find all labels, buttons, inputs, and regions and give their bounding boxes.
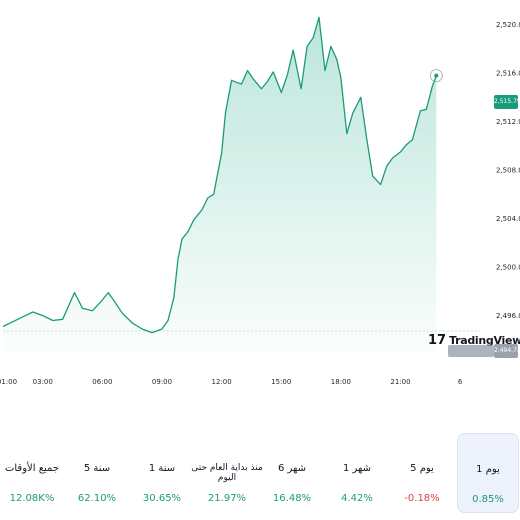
y-tick-label: 2,500.00: [496, 264, 520, 272]
y-tick-label: 2,496.00: [496, 312, 520, 320]
period-button[interactable]: 1 يوم 0.85%: [457, 433, 519, 513]
price-area-fill: [3, 17, 437, 353]
period-change-value: -0.18%: [404, 493, 440, 504]
period-label: 6 شهر: [277, 463, 307, 474]
base-price-badge: 2,494.73: [494, 344, 520, 358]
period-button[interactable]: 5 سنة 62.10%: [67, 433, 127, 511]
tradingview-logo-text: TradingView: [449, 333, 520, 347]
tradingview-logo-mark: 17: [428, 332, 447, 348]
y-tick-label: 2,508.00: [496, 167, 520, 175]
period-button[interactable]: 5 يوم -0.18%: [392, 433, 452, 511]
x-tick-label: 18:00: [331, 378, 351, 386]
period-selector: 1 يوم 0.85% 5 يوم -0.18% 1 شهر 4.42% 6 شهر 16.4…: [0, 425, 520, 520]
x-tick-label: 03:00: [33, 378, 53, 386]
y-tick-label: 2,504.00: [496, 215, 520, 223]
period-button[interactable]: منذ بداية العام حتى اليوم 21.97%: [191, 433, 263, 511]
y-tick-label: 2,520.00: [496, 21, 520, 29]
period-label: 1 شهر: [342, 463, 372, 474]
tradingview-logo: 17 TradingView: [428, 332, 520, 348]
period-change-value: 4.42%: [341, 493, 373, 504]
price-series-line: [2, 16, 437, 334]
period-label: منذ بداية العام حتى اليوم: [191, 463, 263, 483]
x-tick-label: 09:00: [152, 378, 172, 386]
x-tick-label: 21:00: [390, 378, 410, 386]
x-tick-label: 6: [458, 378, 463, 386]
price-chart[interactable]: 2,496.00 2,500.00 2,504.00 2,508.00 2,512.00…: [0, 0, 520, 400]
period-change-value: 62.10%: [77, 493, 117, 504]
period-label: 1 يوم: [476, 464, 500, 475]
x-tick-label: 12:00: [212, 378, 232, 386]
period-label: جميع الأوقات: [4, 463, 60, 474]
x-tick-label: 06:00: [92, 378, 112, 386]
y-tick-label: 2,516.00: [496, 70, 520, 78]
period-button[interactable]: جميع الأوقات 12.08K%: [2, 433, 62, 511]
last-price-halo: [429, 69, 443, 83]
period-change-value: 16.48%: [272, 493, 312, 504]
period-button[interactable]: 1 سنة 30.65%: [132, 433, 192, 511]
x-tick-label: 15:00: [271, 378, 291, 386]
symbol-tag: [448, 345, 494, 357]
period-change-value: 21.97%: [207, 493, 247, 504]
period-change-value: 30.65%: [142, 493, 182, 504]
x-tick-label: 01:00: [0, 378, 17, 386]
period-change-value: 12.08K%: [9, 493, 55, 504]
y-tick-label: 2,512.00: [496, 118, 520, 126]
current-price-badge: 2,515.79: [494, 95, 520, 109]
period-label: 5 يوم: [410, 463, 434, 474]
period-button[interactable]: 1 شهر 4.42%: [327, 433, 387, 511]
last-price-dot: [434, 73, 439, 78]
period-label: 1 سنة: [148, 463, 176, 474]
period-label: 5 سنة: [83, 463, 111, 474]
chart-svg[interactable]: 2,496.00 2,500.00 2,504.00 2,508.00 2,512.00…: [0, 0, 520, 400]
period-change-value: 0.85%: [472, 494, 504, 505]
period-button[interactable]: 6 شهر 16.48%: [262, 433, 322, 511]
